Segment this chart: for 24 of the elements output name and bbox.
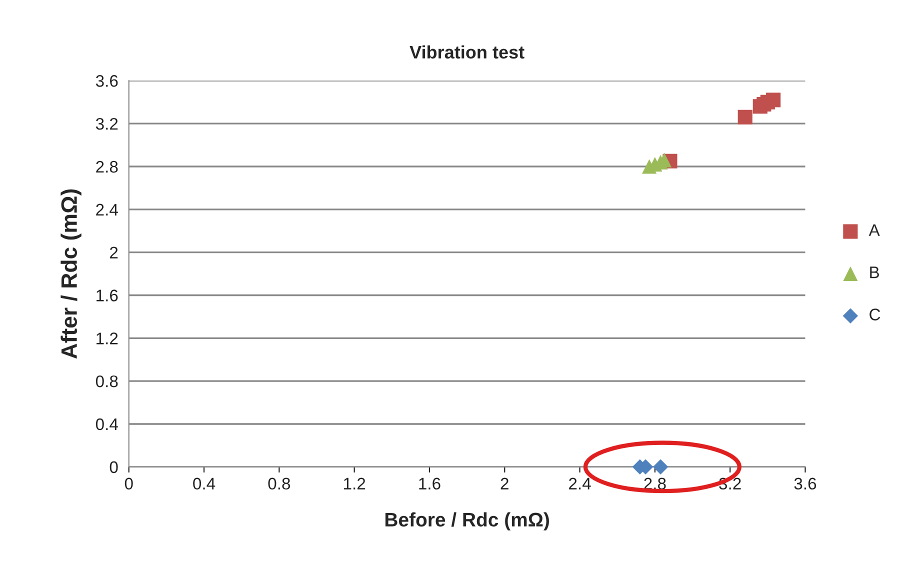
x-tick-label: 1.2 <box>344 478 366 490</box>
y-tick-label: 0.4 <box>96 418 118 430</box>
x-tick-label: 0 <box>124 478 133 490</box>
legend-label: B <box>870 266 879 278</box>
y-tick-label: 0 <box>110 461 118 474</box>
x-tick-label: 2 <box>500 478 508 490</box>
y-axis-title: After / Rdc (mΩ) <box>60 189 82 359</box>
y-tick-label: 3.2 <box>96 118 118 130</box>
x-tick-label: 2.4 <box>569 478 591 490</box>
legend-label: A <box>868 224 880 236</box>
x-tick-label: 0.4 <box>193 478 216 490</box>
x-tick-label: 1.6 <box>419 478 440 490</box>
y-tick-label: 3.6 <box>96 75 118 87</box>
y-tick-label: 1.2 <box>96 332 118 344</box>
x-tick-label: 3.6 <box>794 478 816 490</box>
chart-title: Vibration test <box>410 45 524 59</box>
y-tick-label: 2.8 <box>96 160 118 173</box>
legend-label: C <box>870 308 880 320</box>
y-tick-label: 2.4 <box>96 204 118 216</box>
x-tick-label: 0.8 <box>268 478 290 490</box>
x-axis-title: Before / Rdc (mΩ) <box>385 512 549 530</box>
y-tick-label: 1.6 <box>96 290 118 302</box>
y-tick-label: 0.8 <box>96 375 118 388</box>
y-tick-label: 2 <box>110 246 118 258</box>
